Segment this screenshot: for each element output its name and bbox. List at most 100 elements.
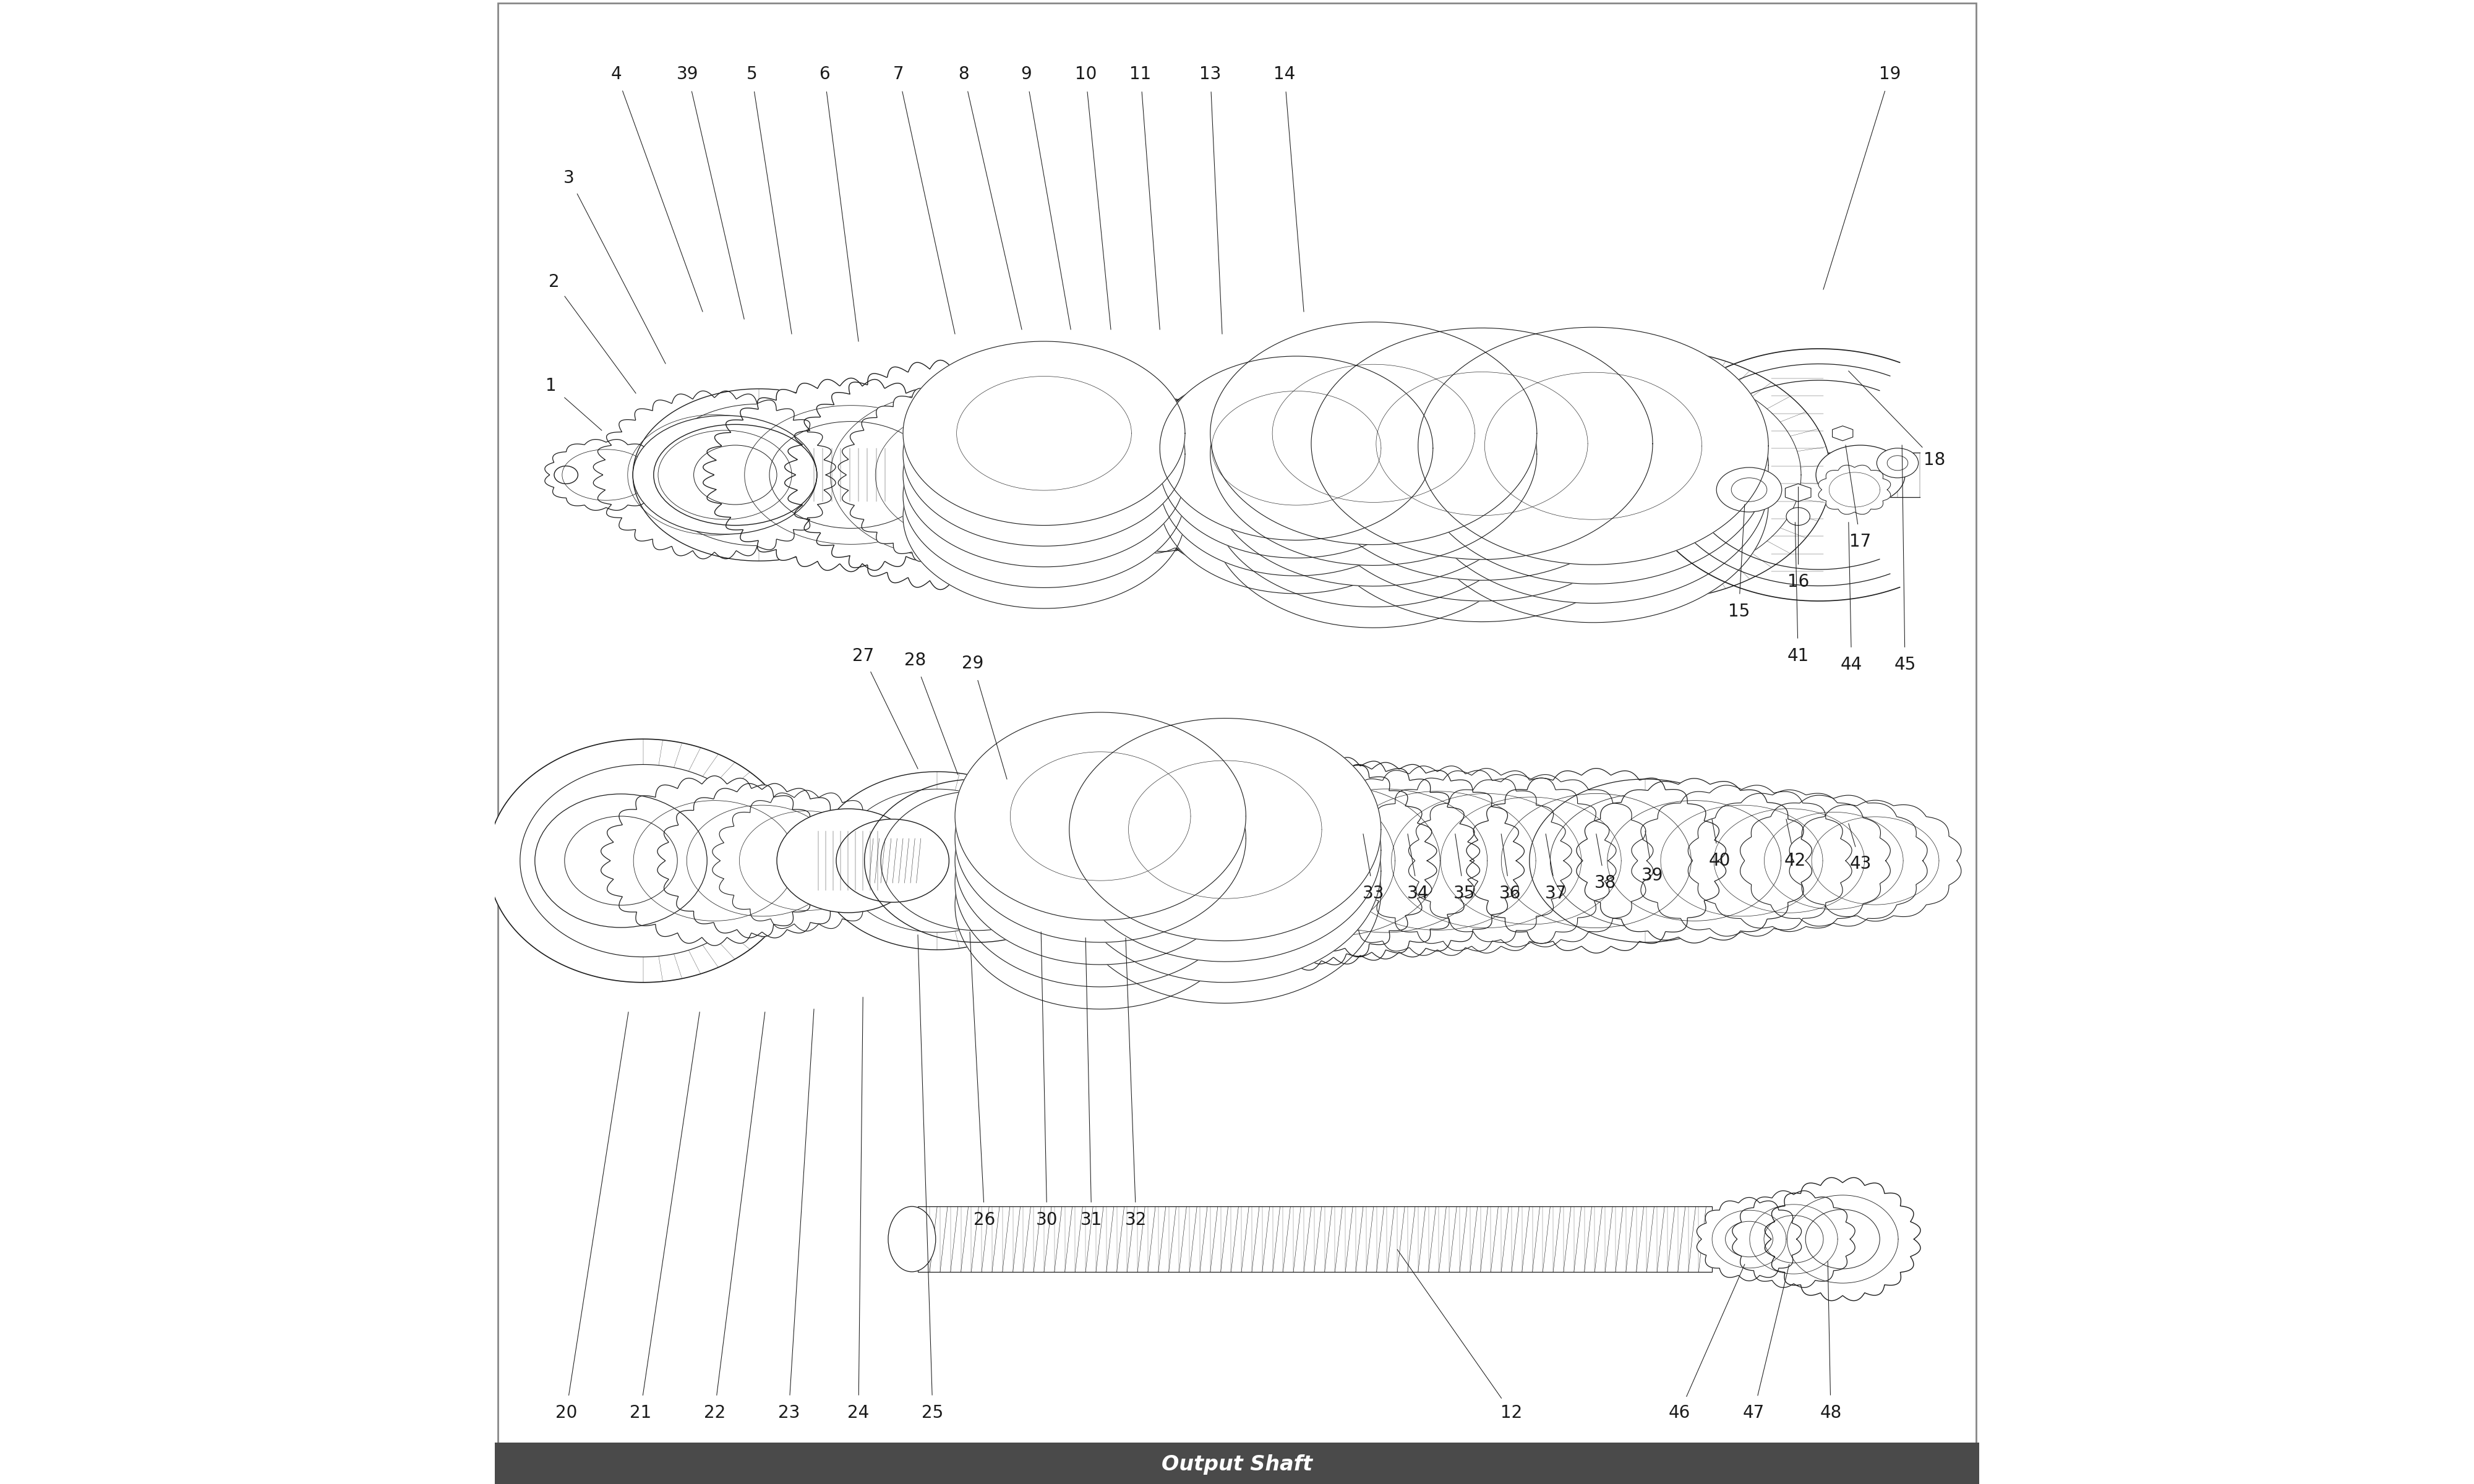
Text: 42: 42 — [1784, 852, 1806, 870]
Text: 3: 3 — [564, 169, 574, 187]
Ellipse shape — [777, 809, 920, 913]
Polygon shape — [1311, 328, 1653, 559]
Polygon shape — [955, 735, 1247, 942]
Text: 5: 5 — [747, 65, 757, 83]
Polygon shape — [1210, 364, 1536, 586]
Polygon shape — [955, 712, 1247, 920]
Polygon shape — [1096, 392, 1343, 558]
Text: 29: 29 — [962, 654, 985, 672]
Text: 39: 39 — [678, 65, 698, 83]
Polygon shape — [903, 404, 1185, 588]
Ellipse shape — [658, 436, 769, 513]
Text: 23: 23 — [777, 1404, 799, 1422]
Text: 36: 36 — [1499, 884, 1522, 902]
Text: 43: 43 — [1851, 855, 1870, 873]
Polygon shape — [1630, 785, 1853, 936]
Polygon shape — [1247, 763, 1524, 959]
Ellipse shape — [888, 1206, 935, 1272]
Text: 46: 46 — [1667, 1404, 1690, 1422]
Text: 8: 8 — [957, 65, 970, 83]
Text: 21: 21 — [628, 1404, 651, 1422]
Polygon shape — [1069, 760, 1380, 982]
Polygon shape — [1356, 769, 1616, 953]
Text: 12: 12 — [1502, 1404, 1522, 1422]
Text: 2: 2 — [549, 273, 559, 291]
Polygon shape — [1188, 757, 1479, 965]
Polygon shape — [487, 739, 799, 982]
Polygon shape — [955, 757, 1247, 965]
Text: 41: 41 — [1786, 647, 1808, 665]
Text: 22: 22 — [703, 1404, 725, 1422]
Polygon shape — [633, 389, 886, 561]
Text: 38: 38 — [1593, 874, 1616, 892]
Text: 26: 26 — [975, 1211, 995, 1229]
Text: 17: 17 — [1851, 533, 1870, 551]
Text: 6: 6 — [819, 65, 829, 83]
Polygon shape — [1210, 322, 1536, 545]
Polygon shape — [1687, 789, 1890, 932]
Text: 47: 47 — [1742, 1404, 1764, 1422]
Polygon shape — [1833, 426, 1853, 441]
Text: 39: 39 — [1643, 867, 1663, 884]
Polygon shape — [1039, 396, 1272, 554]
Polygon shape — [1418, 386, 1769, 622]
Polygon shape — [594, 390, 836, 559]
Polygon shape — [713, 791, 901, 930]
Ellipse shape — [534, 794, 708, 927]
Text: Output Shaft: Output Shaft — [1160, 1454, 1314, 1475]
Ellipse shape — [633, 416, 816, 534]
Text: 48: 48 — [1821, 1404, 1841, 1422]
Ellipse shape — [1717, 467, 1781, 512]
Polygon shape — [1467, 769, 1727, 953]
Polygon shape — [1304, 766, 1571, 956]
Text: 11: 11 — [1131, 65, 1150, 83]
Polygon shape — [1210, 384, 1536, 607]
Ellipse shape — [1786, 508, 1811, 525]
Text: 18: 18 — [1925, 451, 1945, 469]
Polygon shape — [903, 362, 1185, 546]
Polygon shape — [1136, 364, 1457, 586]
Text: 32: 32 — [1126, 1211, 1148, 1229]
Text: 25: 25 — [923, 1404, 943, 1422]
Polygon shape — [1786, 484, 1811, 502]
Ellipse shape — [554, 466, 579, 484]
Polygon shape — [1160, 374, 1432, 558]
Text: 33: 33 — [1363, 884, 1385, 902]
Text: 15: 15 — [1727, 603, 1749, 620]
Polygon shape — [1418, 347, 1769, 583]
Text: 37: 37 — [1546, 884, 1566, 902]
Text: 40: 40 — [1710, 852, 1729, 870]
Polygon shape — [784, 361, 1118, 589]
Polygon shape — [972, 746, 1294, 975]
Bar — [495, 1442, 1979, 1484]
Polygon shape — [992, 392, 1244, 558]
Bar — [918, 1206, 1712, 1272]
Polygon shape — [1311, 390, 1653, 622]
Text: 34: 34 — [1408, 884, 1430, 902]
Polygon shape — [544, 439, 668, 510]
Polygon shape — [1160, 392, 1432, 576]
Text: 20: 20 — [554, 1404, 576, 1422]
Polygon shape — [1069, 718, 1380, 941]
Text: 35: 35 — [1452, 884, 1475, 902]
Polygon shape — [1126, 749, 1437, 972]
Polygon shape — [903, 424, 1185, 608]
Polygon shape — [839, 380, 1116, 570]
Text: 28: 28 — [903, 651, 925, 669]
Text: 16: 16 — [1786, 573, 1808, 591]
Text: 1: 1 — [547, 377, 557, 395]
Text: 31: 31 — [1081, 1211, 1103, 1229]
Polygon shape — [1529, 779, 1761, 942]
Polygon shape — [1069, 781, 1380, 1003]
Polygon shape — [601, 776, 829, 945]
Polygon shape — [658, 784, 866, 938]
Polygon shape — [1764, 1178, 1920, 1300]
Text: 4: 4 — [611, 65, 621, 83]
Polygon shape — [1732, 1190, 1856, 1288]
Polygon shape — [1418, 367, 1769, 603]
Polygon shape — [1789, 800, 1962, 922]
Polygon shape — [1160, 356, 1432, 540]
Text: 13: 13 — [1200, 65, 1222, 83]
Polygon shape — [955, 801, 1247, 1009]
Polygon shape — [903, 341, 1185, 525]
